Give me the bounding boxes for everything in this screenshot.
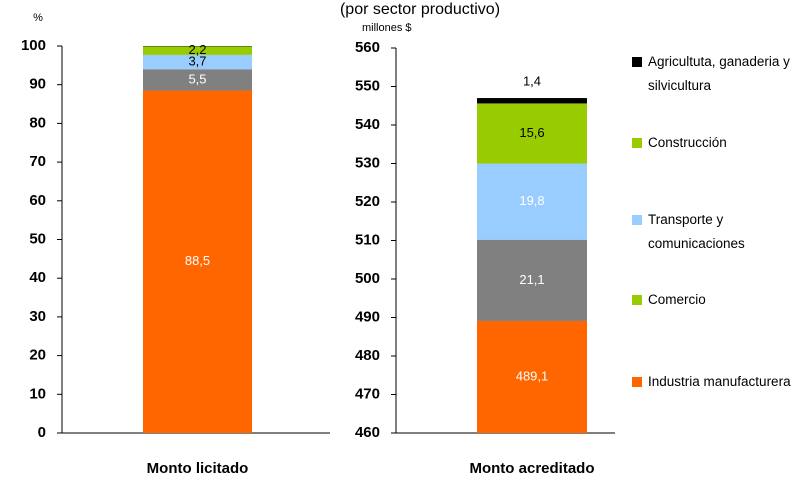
y-tick-label: 90 bbox=[29, 76, 46, 93]
y-tick-label: 540 bbox=[355, 116, 380, 133]
value-label: 15,6 bbox=[519, 125, 544, 140]
value-label: 19,8 bbox=[519, 193, 544, 208]
chart-title: (por sector productivo) bbox=[340, 1, 500, 18]
legend-marker bbox=[632, 57, 642, 67]
legend-label: Industria manufacturera bbox=[648, 374, 791, 389]
y-axis-label: % bbox=[33, 12, 43, 24]
y-tick-label: 520 bbox=[355, 193, 380, 210]
value-label: 2,2 bbox=[188, 42, 206, 57]
y-tick-label: 20 bbox=[29, 347, 46, 364]
value-label: 21,1 bbox=[519, 272, 544, 287]
y-tick-label: 490 bbox=[355, 308, 380, 325]
legend-marker bbox=[632, 377, 642, 387]
value-label: 88,5 bbox=[185, 253, 210, 268]
y-tick-label: 530 bbox=[355, 154, 380, 171]
bar-segment bbox=[477, 239, 587, 321]
bar-segment bbox=[143, 90, 252, 433]
value-label: 1,4 bbox=[523, 73, 541, 88]
y-tick-label: 460 bbox=[355, 424, 380, 441]
legend-label: Transporte y comunicaciones bbox=[648, 212, 745, 251]
bar-segment bbox=[143, 69, 252, 91]
y-axis-label: millones $ bbox=[362, 22, 412, 34]
y-tick-label: 500 bbox=[355, 270, 380, 287]
y-tick-label: 70 bbox=[29, 153, 46, 170]
legend-label: Construcción bbox=[648, 135, 727, 150]
y-tick-label: 0 bbox=[38, 424, 46, 441]
bar-segment bbox=[143, 54, 252, 70]
bar-segment bbox=[477, 103, 587, 164]
y-tick-label: 100 bbox=[21, 37, 46, 54]
y-tick-label: 560 bbox=[355, 39, 380, 56]
value-label: 489,1 bbox=[516, 368, 549, 383]
legend-marker bbox=[632, 138, 642, 148]
y-tick-label: 80 bbox=[29, 114, 46, 131]
x-tick-label: Monto acreditado bbox=[469, 460, 594, 477]
legend-marker bbox=[632, 295, 642, 305]
value-label: 3,7 bbox=[188, 53, 206, 68]
y-tick-label: 10 bbox=[29, 385, 46, 402]
bar-segment bbox=[143, 46, 252, 55]
y-tick-label: 470 bbox=[355, 385, 380, 402]
y-tick-label: 40 bbox=[29, 269, 46, 286]
bar-segment bbox=[477, 163, 587, 240]
legend-label: Comercio bbox=[648, 292, 706, 307]
bar-segment bbox=[477, 98, 587, 104]
x-tick-label: Monto licitado bbox=[147, 460, 249, 477]
y-tick-label: 480 bbox=[355, 347, 380, 364]
y-tick-label: 550 bbox=[355, 77, 380, 94]
y-tick-label: 510 bbox=[355, 231, 380, 248]
legend-marker bbox=[632, 215, 642, 225]
value-label: 5,5 bbox=[188, 71, 206, 86]
legend-label: Agricultuta, ganaderia y silvicultura bbox=[648, 54, 790, 93]
y-tick-label: 60 bbox=[29, 192, 46, 209]
y-tick-label: 30 bbox=[29, 308, 46, 325]
y-tick-label: 50 bbox=[29, 230, 46, 247]
bar-segment bbox=[477, 320, 587, 433]
